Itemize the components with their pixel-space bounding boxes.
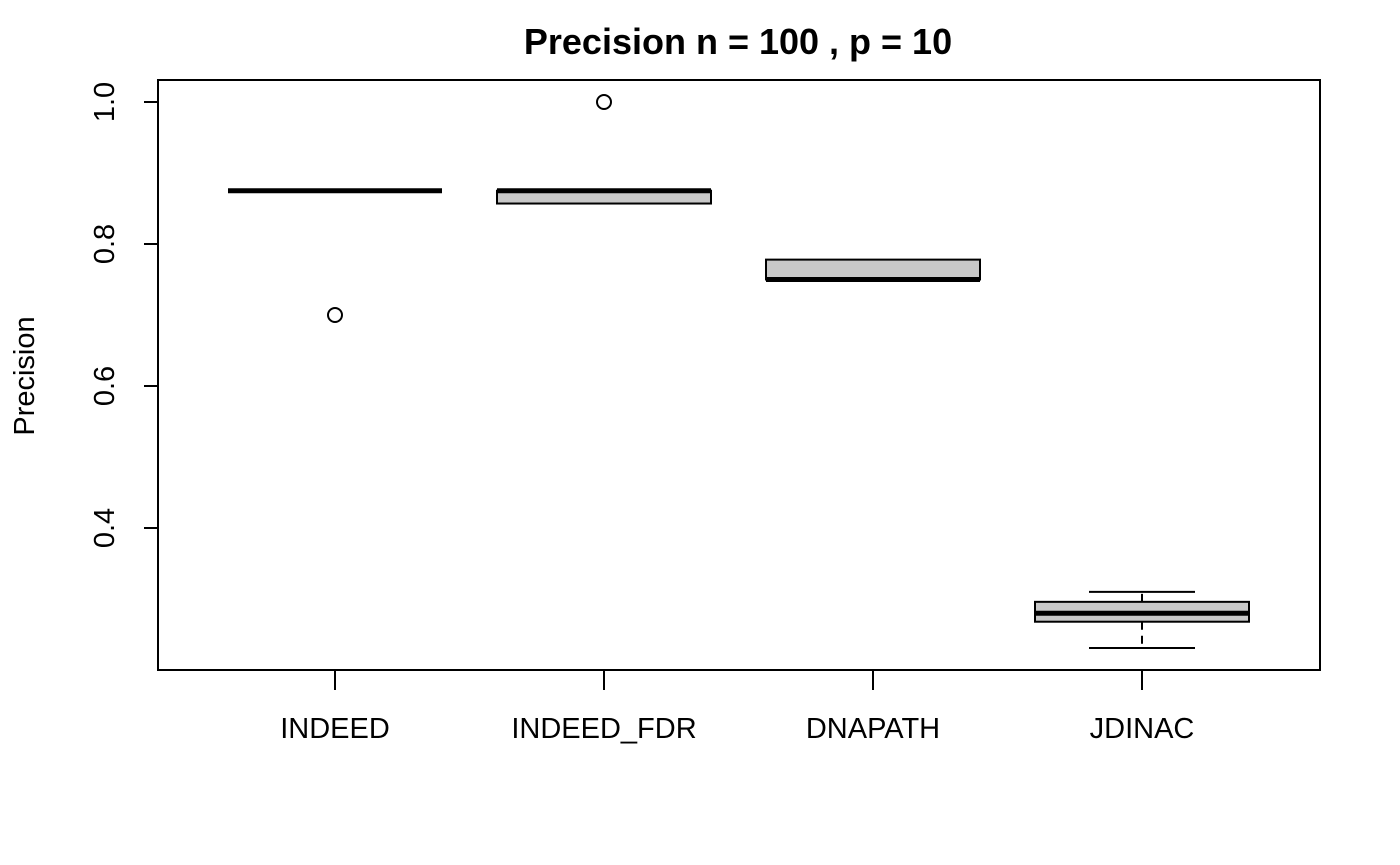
x-tick-label: DNAPATH bbox=[806, 713, 940, 745]
y-tick-label: 0.8 bbox=[89, 224, 121, 264]
x-axis: INDEED INDEED_FDR DNAPATH JDINAC bbox=[280, 670, 1194, 745]
plot-frame bbox=[157, 79, 1321, 671]
box-body bbox=[765, 258, 981, 281]
x-tick-label: INDEED bbox=[280, 713, 390, 745]
y-tick-label: 1.0 bbox=[89, 82, 121, 122]
box-jdinac bbox=[1034, 590, 1250, 649]
x-tick-label: INDEED_FDR bbox=[511, 713, 696, 745]
outlier-point bbox=[327, 307, 343, 323]
y-axis: 0.4 0.6 0.8 1.0 bbox=[89, 82, 159, 548]
x-tick-label: JDINAC bbox=[1090, 713, 1195, 745]
box-dnapath bbox=[765, 258, 981, 282]
y-tick-label: 0.6 bbox=[89, 366, 121, 406]
box-indeed bbox=[228, 188, 442, 323]
y-axis-label: Precision bbox=[9, 316, 41, 435]
outlier-point bbox=[596, 94, 612, 110]
chart-title: Precision n = 100 , p = 10 bbox=[524, 21, 952, 62]
box-indeed-fdr bbox=[496, 94, 712, 205]
boxes-group bbox=[228, 94, 1250, 649]
y-tick-label: 0.4 bbox=[89, 508, 121, 548]
